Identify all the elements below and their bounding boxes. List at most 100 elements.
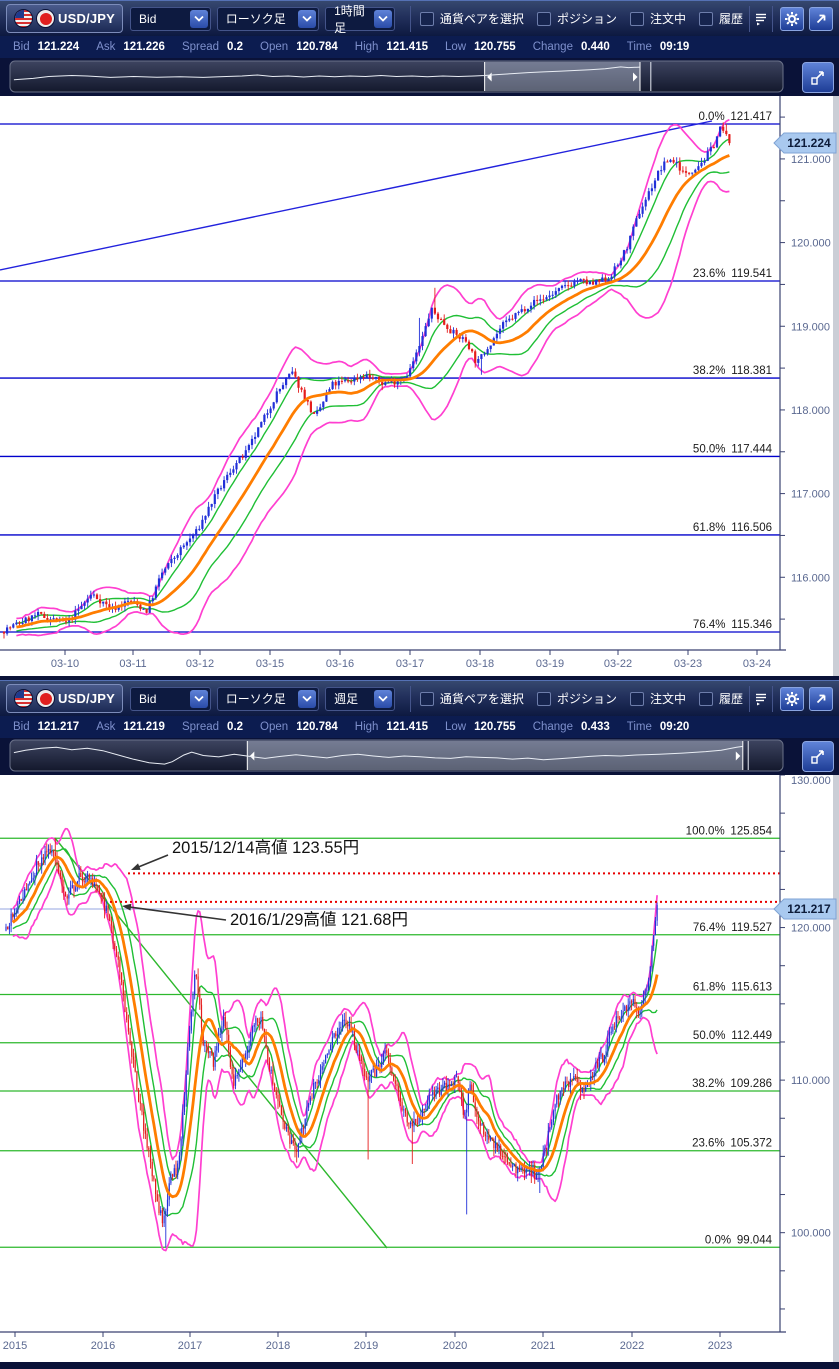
checkbox-icon [536,691,551,706]
svg-text:2017: 2017 [178,1340,202,1352]
spread-label: Spread [181,721,220,733]
checkbox-icon [698,11,713,26]
spread-value: 0.2 [227,41,244,53]
us-flag-icon [14,689,33,708]
orders-checkbox[interactable]: 注文中 [629,10,686,27]
timeframe-dropdown[interactable]: 1時間足 [325,4,395,35]
toolbar-right: ポジション 注文中 履歴 [536,685,833,712]
svg-text:120.000: 120.000 [791,238,831,250]
timeframe-dropdown[interactable]: 週足 [325,686,395,711]
zoom-chart-icon [811,749,824,764]
gear-icon [785,11,799,26]
positions-checkbox[interactable]: ポジション [536,690,617,707]
expand-button[interactable] [809,6,833,31]
svg-text:03-24: 03-24 [743,658,771,670]
spread-label: Spread [181,41,220,53]
low-value: 120.755 [474,41,516,53]
chart-type-value: ローソク足 [225,692,286,706]
change-label: Change [532,41,573,53]
svg-text:117.000: 117.000 [791,489,830,501]
price-type-dropdown[interactable]: Bid [130,6,211,31]
separator [409,685,411,712]
open-label: Open [260,41,289,53]
svg-text:121.224: 121.224 [787,136,831,150]
bid-label: Bid [13,721,30,733]
us-flag-icon [14,9,33,28]
svg-text:0.0% 99.044: 0.0% 99.044 [705,1234,773,1246]
svg-text:2022: 2022 [620,1340,644,1352]
change-value: 0.440 [580,41,610,53]
svg-text:2019: 2019 [354,1340,378,1352]
svg-text:03-15: 03-15 [256,658,284,670]
select-pair-label: 通貨ペアを選択 [439,692,524,706]
candlestick-chart-weekly[interactable]: 100.0% 125.854 76.4% 119.527 61.8% 115.613… [0,775,839,1362]
time-value: 09:20 [659,721,690,733]
svg-text:03-11: 03-11 [119,658,146,670]
history-label: 履歴 [718,12,743,26]
svg-text:2016/1/29高値 121.68円: 2016/1/29高値 121.68円 [230,910,408,929]
currency-pair-button[interactable]: USD/JPY [6,4,124,33]
gear-icon [785,691,799,706]
checkbox-icon [536,11,551,26]
settings-button[interactable] [780,6,804,31]
currency-pair-button[interactable]: USD/JPY [6,684,124,713]
chart-type-dropdown[interactable]: ローソク足 [216,6,320,31]
settings-button[interactable] [780,686,804,711]
orders-checkbox[interactable]: 注文中 [629,690,686,707]
low-label: Low [445,41,467,53]
history-label: 履歴 [718,692,743,706]
panel-menu-icon[interactable] [749,685,773,712]
svg-text:121.217: 121.217 [787,902,831,916]
svg-text:50.0% 112.449: 50.0% 112.449 [693,1030,772,1042]
bid-value: 121.217 [37,721,80,733]
quote-bar: Bid 121.217 Ask 121.219 Spread 0.2 Open 120.… [0,716,839,738]
open-label: Open [260,721,289,733]
navigator-strip[interactable] [0,737,839,775]
select-pair-checkbox[interactable]: 通貨ペアを選択 [419,10,524,27]
svg-text:2018: 2018 [266,1340,290,1352]
select-pair-checkbox[interactable]: 通貨ペアを選択 [419,690,524,707]
svg-text:119.000: 119.000 [791,321,830,333]
history-checkbox[interactable]: 履歴 [698,690,743,707]
bid-label: Bid [13,41,30,53]
nav-zoom-button[interactable] [802,741,834,772]
ask-value: 121.226 [123,41,165,53]
candlestick-chart-hourly[interactable]: 0.0% 121.417 23.6% 119.541 38.2% 118.381 50… [0,96,839,676]
checkbox-icon [629,11,644,26]
chart-navigator[interactable] [0,58,839,96]
pair-label: USD/JPY [58,691,116,706]
chevron-down-icon [189,689,208,708]
japan-flag-icon [36,9,55,28]
spread-value: 0.2 [227,721,244,733]
svg-text:2023: 2023 [708,1340,732,1352]
expand-button[interactable] [809,686,833,711]
history-checkbox[interactable]: 履歴 [698,10,743,27]
orders-label: 注文中 [649,12,686,26]
zoom-chart-icon [811,70,824,85]
panel-menu-icon[interactable] [749,5,773,32]
positions-checkbox[interactable]: ポジション [536,10,617,27]
svg-text:118.000: 118.000 [791,405,830,417]
chart-panel-weekly: USD/JPY Bid ローソク足 週足 通貨ペアを選択 ポジション 注文中 [0,680,839,1369]
high-value: 121.415 [386,721,428,733]
open-value: 120.784 [296,41,338,53]
time-label: Time [626,721,652,733]
change-value: 0.433 [580,721,610,733]
japan-flag-icon [36,689,55,708]
svg-text:100.000: 100.000 [791,1228,831,1240]
low-label: Low [445,721,467,733]
time-value: 09:19 [659,41,690,53]
svg-text:03-19: 03-19 [536,658,564,670]
open-in-new-icon [816,694,826,703]
nav-zoom-button[interactable] [802,62,834,93]
price-type-dropdown[interactable]: Bid [130,686,211,711]
time-label: Time [626,41,652,53]
svg-text:50.0% 117.444: 50.0% 117.444 [693,443,773,455]
open-in-new-icon [816,14,826,23]
chart-type-value: ローソク足 [225,12,286,26]
navigator-strip[interactable] [0,58,839,96]
svg-text:2021: 2021 [531,1340,555,1352]
chart-navigator[interactable] [0,737,839,775]
chart-type-dropdown[interactable]: ローソク足 [216,686,320,711]
timeframe-value: 1時間足 [334,3,365,35]
